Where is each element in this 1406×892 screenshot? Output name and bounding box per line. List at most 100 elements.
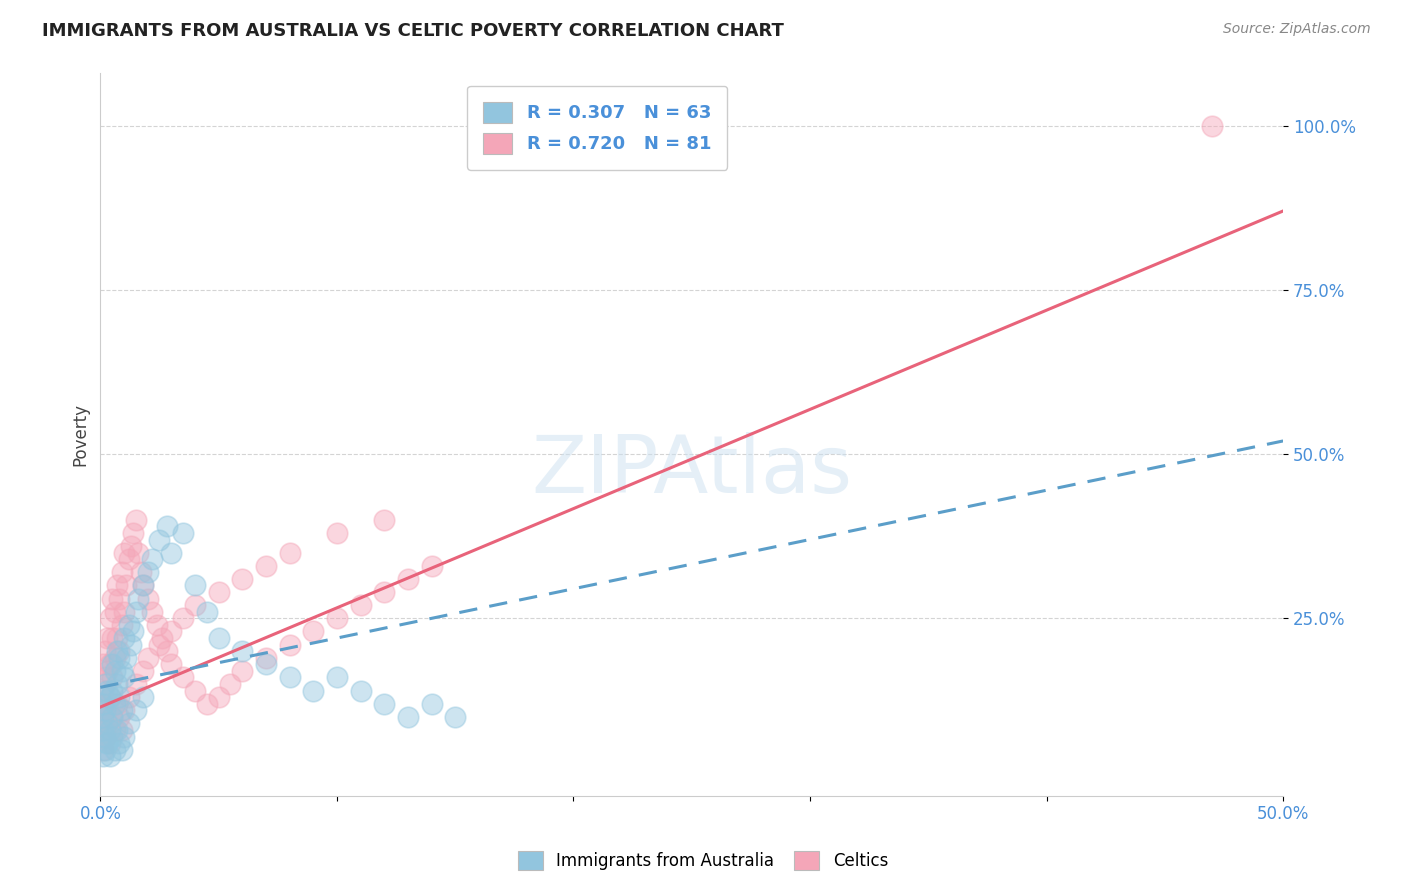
Legend: Immigrants from Australia, Celtics: Immigrants from Australia, Celtics [512,844,894,877]
Point [111,703,134,717]
Point [148,533,170,547]
Point [91,723,114,737]
Point [98,736,121,750]
Point [195,697,218,711]
Point [112,730,135,744]
Point [207,631,229,645]
Point [96,631,118,645]
Point [373,697,395,711]
Point [91,743,114,757]
Point [118,552,141,566]
Point [98,690,121,705]
Point [349,683,371,698]
Point [148,638,170,652]
Point [98,611,121,625]
Point [254,657,277,672]
Point [91,710,114,724]
Point [150,631,173,645]
Point [112,605,135,619]
Point [420,697,443,711]
Point [172,611,194,625]
Point [129,566,152,580]
Point [326,611,349,625]
Legend: R = 0.307   N = 63, R = 0.720   N = 81: R = 0.307 N = 63, R = 0.720 N = 81 [467,86,727,169]
Text: Source: ZipAtlas.com: Source: ZipAtlas.com [1223,22,1371,37]
Point [219,677,242,691]
Point [118,690,141,705]
Point [302,683,325,698]
Point [127,546,149,560]
Point [94,697,117,711]
Point [373,585,395,599]
Point [231,664,253,678]
Point [231,644,253,658]
Point [120,638,142,652]
Point [141,605,163,619]
Point [195,605,218,619]
Point [108,690,131,705]
Point [105,631,128,645]
Point [108,710,131,724]
Point [101,730,124,744]
Point [132,664,155,678]
Point [94,730,117,744]
Point [105,723,128,737]
Point [115,650,138,665]
Point [160,657,183,672]
Point [103,697,125,711]
Point [103,650,125,665]
Point [231,572,253,586]
Point [96,683,118,698]
Text: IMMIGRANTS FROM AUSTRALIA VS CELTIC POVERTY CORRELATION CHART: IMMIGRANTS FROM AUSTRALIA VS CELTIC POVE… [42,22,785,40]
Point [91,697,114,711]
Point [115,578,138,592]
Point [94,703,117,717]
Point [136,591,159,606]
Point [94,671,117,685]
Point [278,638,301,652]
Point [108,591,131,606]
Point [172,525,194,540]
Point [111,664,134,678]
Point [96,736,118,750]
Point [155,644,177,658]
Point [91,730,114,744]
Point [91,657,114,672]
Point [96,716,118,731]
Point [172,671,194,685]
Point [108,650,131,665]
Point [101,710,124,724]
Point [146,618,169,632]
Point [108,644,131,658]
Point [111,743,134,757]
Point [94,743,117,757]
Point [94,677,117,691]
Point [96,736,118,750]
Point [91,683,114,698]
Point [91,710,114,724]
Point [103,664,125,678]
Point [111,723,134,737]
Point [96,697,118,711]
Point [207,585,229,599]
Point [101,683,124,698]
Point [91,749,114,764]
Point [184,578,207,592]
Point [326,525,349,540]
Point [105,677,128,691]
Point [132,690,155,705]
Point [118,618,141,632]
Point [396,572,419,586]
Point [112,546,135,560]
Point [444,710,467,724]
Point [127,591,149,606]
Point [136,566,159,580]
Point [98,657,121,672]
Point [302,624,325,639]
Point [132,578,155,592]
Point [111,618,134,632]
Point [101,631,124,645]
Point [105,644,128,658]
Point [98,749,121,764]
Point [132,578,155,592]
